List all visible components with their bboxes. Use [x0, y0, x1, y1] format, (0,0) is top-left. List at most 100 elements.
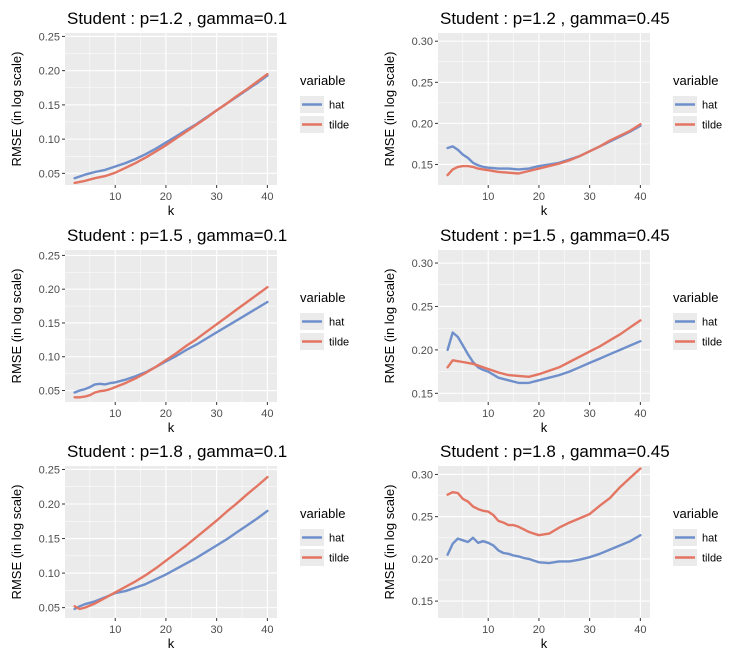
y-axis-label: RMSE (in log scale)	[9, 485, 24, 600]
plot-background	[65, 466, 277, 618]
y-tick-label: 0.25	[39, 464, 60, 476]
legend-label-tilde: tilde	[329, 553, 349, 565]
legend-label-hat: hat	[702, 100, 717, 112]
legend-label-hat: hat	[702, 533, 717, 545]
series-line-tilde	[73, 286, 269, 399]
x-axis-label: k	[541, 420, 548, 435]
legend-title: variable	[673, 506, 719, 521]
legend-label-tilde: tilde	[329, 337, 349, 349]
y-axis-label: RMSE (in log scale)	[382, 485, 397, 600]
x-tick-label: 30	[584, 191, 596, 203]
legend-title: variable	[673, 290, 719, 305]
series-line-tilde	[446, 319, 642, 378]
legend-title: variable	[300, 73, 346, 88]
x-tick-label: 20	[160, 624, 172, 636]
x-tick-label: 40	[634, 408, 646, 420]
legend-label-hat: hat	[702, 317, 717, 329]
y-tick-label: 0.20	[39, 66, 60, 78]
x-tick-label: 30	[211, 191, 223, 203]
y-tick-label: 0.15	[39, 534, 60, 546]
x-tick-label: 10	[109, 191, 121, 203]
series-line-hat	[446, 534, 642, 565]
y-tick-label: 0.25	[39, 250, 60, 262]
panel-6: 10 20 30 40 0.15 0.20 0.25 0.30 Student : p=1.8 …	[382, 442, 722, 651]
plot-background	[65, 250, 277, 402]
x-tick-label: 20	[533, 191, 545, 203]
x-axis-label: k	[168, 420, 175, 435]
legend-label-hat: hat	[329, 317, 344, 329]
legend-title: variable	[300, 290, 346, 305]
series-line-tilde	[446, 122, 642, 177]
x-tick-label: 10	[482, 624, 494, 636]
y-tick-label: 0.15	[412, 388, 433, 400]
x-tick-label: 40	[634, 191, 646, 203]
series-line-tilde	[73, 72, 269, 185]
legend-title: variable	[673, 73, 719, 88]
y-tick-label: 0.25	[39, 31, 60, 43]
x-tick-label: 10	[482, 408, 494, 420]
y-tick-label: 0.25	[412, 512, 433, 524]
y-tick-label: 0.15	[412, 596, 433, 608]
y-tick-label: 0.10	[39, 134, 60, 146]
y-tick-label: 0.30	[412, 258, 433, 270]
x-axis-label: k	[541, 203, 548, 218]
legend-label-tilde: tilde	[702, 120, 722, 132]
x-tick-label: 40	[634, 624, 646, 636]
x-tick-label: 40	[261, 624, 273, 636]
y-tick-label: 0.15	[412, 159, 433, 171]
x-tick-label: 30	[211, 624, 223, 636]
panel-4: 10 20 30 40 0.15 0.20 0.25 0.30 Student : p=1.5 …	[382, 226, 722, 435]
x-tick-label: 10	[109, 408, 121, 420]
panel-2: 10 20 30 40 0.15 0.20 0.25 0.30 Student : p=1.2 …	[382, 9, 722, 218]
y-tick-label: 0.20	[39, 499, 60, 511]
y-tick-label: 0.20	[412, 345, 433, 357]
x-tick-label: 30	[211, 408, 223, 420]
x-tick-label: 30	[584, 408, 596, 420]
chart-title: Student : p=1.5 , gamma=0.1	[67, 226, 287, 245]
legend-label-hat: hat	[329, 533, 344, 545]
y-tick-label: 0.05	[39, 386, 60, 398]
chart-title: Student : p=1.2 , gamma=0.45	[440, 9, 670, 28]
x-tick-label: 20	[160, 191, 172, 203]
panel-3: 10 20 30 40 0.05 0.10 0.15 0.20 0.25 Student : p=…	[9, 226, 349, 435]
x-tick-label: 10	[109, 624, 121, 636]
series-line-tilde	[73, 475, 269, 611]
y-axis-label: RMSE (in log scale)	[382, 269, 397, 384]
series-line-tilde	[446, 467, 642, 537]
chart-title: Student : p=1.2 , gamma=0.1	[67, 9, 287, 28]
y-axis-label: RMSE (in log scale)	[9, 52, 24, 167]
y-tick-label: 0.30	[412, 36, 433, 48]
x-axis-label: k	[168, 203, 175, 218]
x-axis-label: k	[168, 636, 175, 651]
y-tick-label: 0.25	[412, 77, 433, 89]
y-axis-label: RMSE (in log scale)	[382, 52, 397, 167]
y-axis-label: RMSE (in log scale)	[9, 269, 24, 384]
y-tick-label: 0.20	[39, 284, 60, 296]
legend-title: variable	[300, 506, 346, 521]
x-tick-label: 20	[533, 408, 545, 420]
panel-5: 10 20 30 40 0.05 0.10 0.15 0.20 0.25 Student : p=…	[9, 442, 349, 651]
y-tick-label: 0.15	[39, 100, 60, 112]
chart-title: Student : p=1.8 , gamma=0.1	[67, 442, 287, 461]
y-tick-label: 0.10	[39, 568, 60, 580]
panel-1: 10 20 30 40 0.05 0.10 0.15 0.20 0.25 Student : p=…	[9, 9, 349, 218]
series-line-hat	[73, 509, 269, 611]
y-tick-label: 0.20	[412, 554, 433, 566]
y-tick-label: 0.30	[412, 469, 433, 481]
x-tick-label: 40	[261, 191, 273, 203]
x-tick-label: 20	[533, 624, 545, 636]
y-tick-label: 0.10	[39, 352, 60, 364]
legend-label-tilde: tilde	[702, 337, 722, 349]
y-tick-label: 0.25	[412, 301, 433, 313]
y-tick-label: 0.15	[39, 318, 60, 330]
legend-label-tilde: tilde	[702, 553, 722, 565]
x-tick-label: 10	[482, 191, 494, 203]
legend-label-tilde: tilde	[329, 120, 349, 132]
y-tick-label: 0.05	[39, 168, 60, 180]
y-tick-label: 0.20	[412, 118, 433, 130]
plot-background	[65, 33, 277, 185]
x-tick-label: 20	[160, 408, 172, 420]
chart-title: Student : p=1.5 , gamma=0.45	[440, 226, 670, 245]
x-tick-label: 30	[584, 624, 596, 636]
